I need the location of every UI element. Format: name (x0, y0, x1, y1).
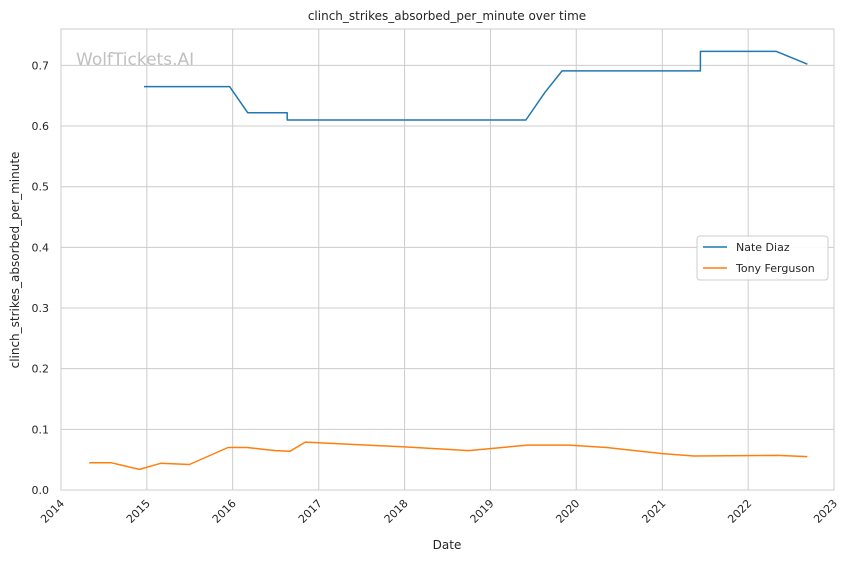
x-tick-label: 2018 (382, 497, 411, 526)
y-tick-label: 0.5 (32, 181, 50, 194)
plot-frame (60, 28, 835, 491)
x-tick-label: 2014 (38, 497, 67, 526)
x-tick-label: 2017 (296, 497, 325, 526)
y-tick-label: 0.3 (32, 302, 50, 315)
y-tick-label: 0.1 (32, 423, 50, 436)
x-tick-label: 2021 (639, 497, 668, 526)
x-tick-label: 2015 (124, 497, 153, 526)
legend: Nate Diaz Tony Ferguson (696, 235, 829, 281)
x-tick-label: 2019 (468, 497, 497, 526)
series-line-tony-ferguson (89, 441, 808, 471)
legend-entry: Nate Diaz (736, 241, 790, 254)
y-tick-label: 0.0 (32, 484, 50, 497)
chart-title: clinch_strikes_absorbed_per_minute over … (308, 9, 586, 23)
series-lines (89, 50, 808, 471)
x-axis-label: Date (433, 538, 462, 552)
watermark: WolfTickets.AI (76, 50, 194, 70)
x-tick-label: 2022 (725, 497, 754, 526)
legend-box (696, 235, 829, 281)
y-tick-label: 0.6 (32, 120, 50, 133)
y-tick-label: 0.7 (32, 59, 50, 72)
x-tick-label: 2020 (553, 497, 582, 526)
legend-entry: Tony Ferguson (735, 262, 815, 275)
y-axis-label: clinch_strikes_absorbed_per_minute (8, 152, 22, 369)
series-line-nate-diaz (144, 50, 808, 121)
y-tick-label: 0.4 (32, 241, 50, 254)
y-tick-label: 0.2 (32, 363, 50, 376)
x-tick-label: 2016 (210, 497, 239, 526)
x-tick-label: 2023 (811, 497, 840, 526)
